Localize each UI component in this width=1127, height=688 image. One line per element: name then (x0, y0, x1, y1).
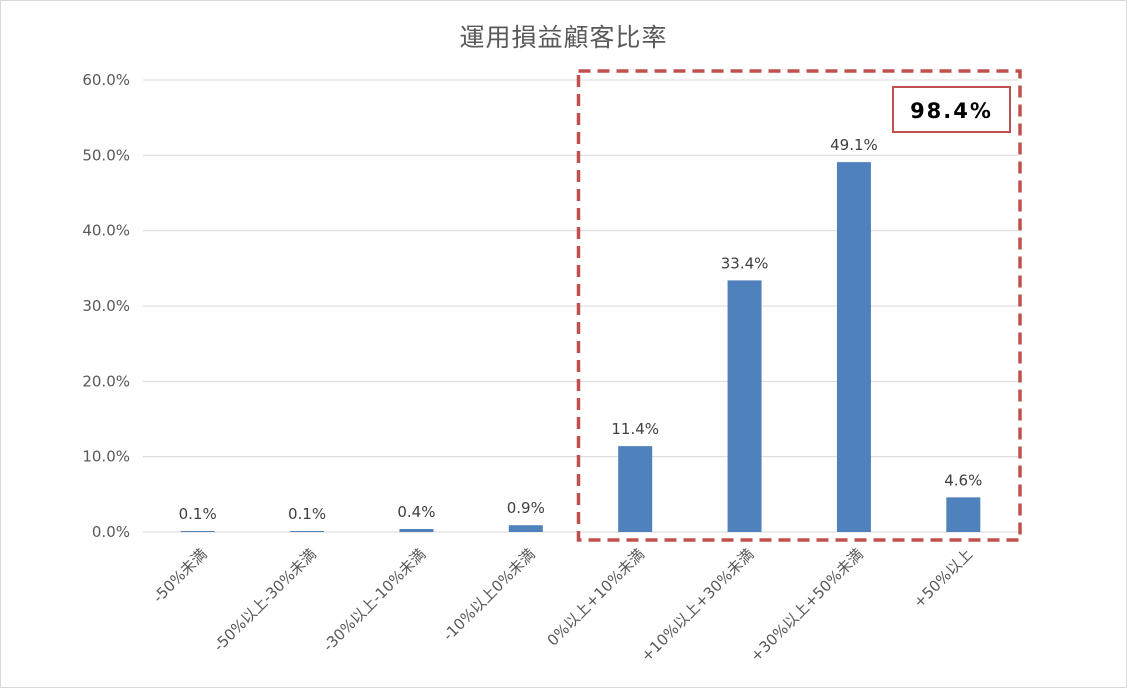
x-tick-label: +50%以上 (910, 545, 976, 611)
data-label: 0.1% (179, 505, 217, 523)
x-tick-label: 0%以上+10%未満 (544, 545, 648, 649)
highlight-callout-box (892, 86, 1011, 133)
data-label: 0.4% (397, 503, 435, 521)
y-tick-label: 50.0% (82, 146, 130, 164)
data-label: 0.1% (288, 505, 326, 523)
highlight-callout-label: 98.4% (910, 99, 993, 123)
x-tick-label: -50%未満 (149, 545, 210, 606)
bar (727, 280, 762, 532)
chart-title: 運用損益顧客比率 (459, 23, 668, 52)
x-tick-label: +10%以上+30%未満 (637, 545, 757, 665)
x-tick-label: -30%以上-10%未満 (319, 545, 429, 655)
bar (836, 162, 871, 532)
y-tick-label: 10.0% (82, 448, 130, 466)
x-tick-label: -50%以上-30%未満 (210, 545, 320, 655)
y-tick-label: 60.0% (82, 71, 130, 89)
bar (946, 497, 981, 532)
data-label: 0.9% (507, 499, 545, 517)
y-tick-label: 30.0% (82, 297, 130, 315)
y-tick-label: 40.0% (82, 222, 130, 240)
bar (618, 446, 653, 532)
bar (508, 525, 543, 532)
y-tick-label: 20.0% (82, 372, 130, 390)
bar (399, 528, 434, 532)
data-label: 11.4% (611, 420, 659, 438)
data-label: 49.1% (830, 136, 878, 154)
data-label: 33.4% (721, 254, 769, 272)
x-tick-label: -10%以上0%未満 (439, 545, 538, 644)
y-tick-label: 0.0% (92, 523, 130, 541)
bar (290, 531, 325, 532)
highlight-box (576, 69, 1022, 542)
data-label: 4.6% (944, 471, 982, 489)
x-tick-label: +30%以上+50%未満 (747, 545, 867, 665)
bar (180, 531, 215, 532)
